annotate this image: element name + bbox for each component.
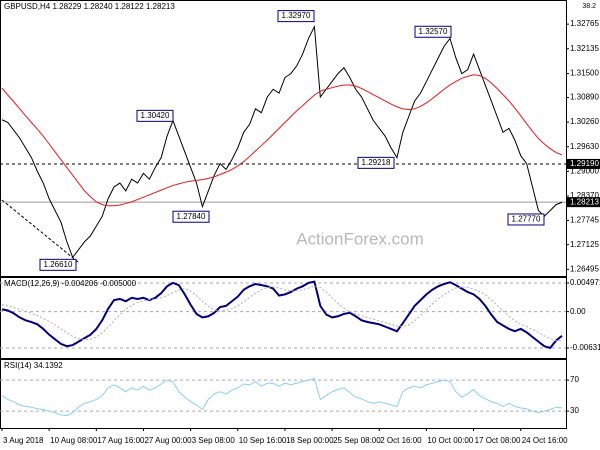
series-line (1, 24, 563, 259)
x-tick-label: 25 Sep 08:00 (333, 436, 381, 445)
annotation-label: 1.26610 (44, 260, 73, 269)
annotation-box (507, 213, 545, 226)
annotation-label: 1.30420 (141, 111, 170, 120)
price-label-box (567, 197, 600, 208)
y-tick-label: 30 (570, 406, 579, 415)
y-tick-label: 1.27745 (570, 216, 599, 225)
annotation-label: 1.32970 (282, 11, 311, 20)
panel-frame (0, 277, 567, 359)
annotation-label: 1.32570 (419, 27, 448, 36)
annotation-box (414, 25, 452, 38)
y-tick-label: 1.27125 (570, 240, 599, 249)
price-label-box (567, 158, 600, 169)
annotation-box (357, 156, 395, 169)
x-tick-label: 18 Sep 00:00 (286, 436, 334, 445)
x-tick-label: 24 Oct 16:00 (522, 436, 568, 445)
annotation-box (39, 258, 77, 271)
x-tick-label: 10 Sep 16:00 (239, 436, 287, 445)
annotation-label: 1.27840 (177, 212, 206, 221)
y-tick-label: 1.32135 (570, 44, 599, 53)
y-tick-label: 1.28370 (570, 191, 599, 200)
x-tick-label: 10 Oct 00:00 (427, 436, 473, 445)
y-tick-label: 1.26495 (570, 264, 599, 273)
x-tick-label: 27 Aug 00:00 (144, 436, 192, 445)
series-line (1, 285, 562, 341)
y-tick-label: 1.30890 (570, 93, 599, 102)
x-tick-label: 10 Aug 08:00 (50, 436, 98, 445)
x-tick-label: 3 Aug 2018 (3, 436, 44, 445)
corner-label: 38.2 (582, 3, 596, 10)
y-tick-label: 0.00 (570, 307, 586, 316)
x-tick-label: 2 Oct 16:00 (380, 436, 422, 445)
y-tick-label: 1.32765 (570, 19, 599, 28)
x-tick-label: 17 Aug 16:00 (97, 436, 145, 445)
y-tick-label: 1.31500 (570, 69, 599, 78)
panel-title: GBPUSD,H4 1.28229 1.28240 1.28122 1.2821… (4, 2, 175, 11)
watermark: ActionForex.com (296, 229, 424, 248)
panel-title: MACD(12,26,9) -0.004206 -0.005000 (4, 279, 137, 288)
annotation-box (172, 210, 210, 223)
panel-frame (0, 0, 567, 277)
panel-frame (0, 359, 567, 429)
series-line (1, 280, 563, 350)
price-label: 1.29190 (570, 159, 599, 168)
y-tick-label: 1.29630 (570, 142, 599, 151)
series-line (1, 74, 563, 207)
y-tick-label: 0.004971 (570, 278, 600, 287)
annotation-label: 1.27770 (512, 215, 541, 224)
y-tick-label: 1.30260 (570, 117, 599, 126)
trend-line (1, 199, 79, 263)
x-tick-label: 17 Oct 08:00 (475, 436, 521, 445)
annotation-label: 1.29218 (362, 158, 391, 167)
y-tick-label: 70 (570, 375, 579, 384)
panel-title: RSI(14) 34.1392 (4, 361, 63, 370)
annotation-box (136, 109, 174, 122)
x-tick-label: 3 Sep 08:00 (192, 436, 236, 445)
price-label: 1.28213 (570, 197, 599, 206)
annotation-box (277, 10, 315, 23)
y-tick-label: 1.29000 (570, 166, 599, 175)
series-line (1, 377, 563, 417)
y-tick-label: -0.006311 (570, 343, 600, 352)
